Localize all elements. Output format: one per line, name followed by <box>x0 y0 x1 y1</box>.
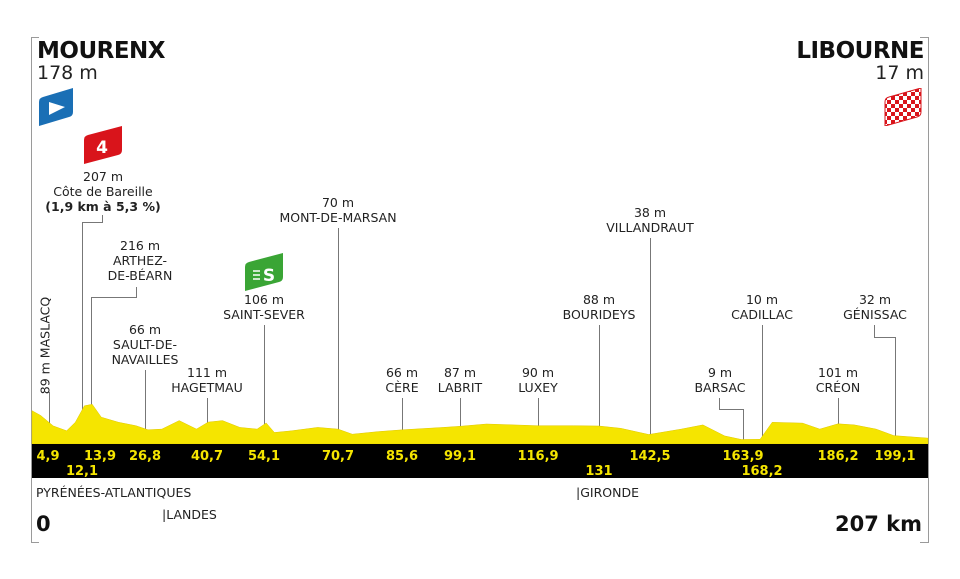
leader-line <box>762 325 763 444</box>
climb-detail: (1,9 km à 5,3 %) <box>45 199 161 214</box>
sprint-flag-icon: S <box>245 253 283 291</box>
km-band <box>32 444 928 478</box>
leader-line <box>838 398 839 444</box>
waypoint-altitude: 88 m <box>582 292 616 307</box>
km-marker: 85,6 <box>385 449 419 464</box>
km-marker: 116,9 <box>517 449 559 464</box>
waypoint-altitude: 111 m <box>186 365 228 380</box>
leader-line <box>650 238 651 444</box>
sprint-name: SAINT-SEVER <box>223 307 305 322</box>
leader-line <box>874 325 875 337</box>
leader-line <box>264 325 265 444</box>
finish-flag-icon <box>884 88 922 126</box>
km-marker: 99,1 <box>443 449 477 464</box>
leader-line <box>460 398 461 444</box>
climb-name: Côte de Bareille <box>53 184 153 199</box>
waypoint-name: NAVAILLES <box>111 352 179 367</box>
leader-line <box>719 409 743 410</box>
leader-line <box>102 215 103 222</box>
leader-line <box>599 325 600 444</box>
km-marker: 186,2 <box>817 449 859 464</box>
sprint-altitude: 106 m <box>243 292 285 307</box>
waypoint-altitude: 216 m <box>119 238 161 253</box>
region-label: |LANDES <box>162 507 217 522</box>
km-marker: 13,9 <box>83 449 117 464</box>
km-marker: 131 <box>585 464 613 479</box>
waypoint-name: VILLANDRAUT <box>606 220 694 235</box>
region-label: |GIRONDE <box>576 485 639 500</box>
waypoint-name: CADILLAC <box>731 307 793 322</box>
region-label: PYRÉNÉES-ATLANTIQUES <box>36 485 192 500</box>
distance-total: 207 km <box>835 512 922 536</box>
km-marker: 163,9 <box>722 449 764 464</box>
leader-line <box>402 398 403 444</box>
leader-line <box>49 392 50 444</box>
waypoint-name: BARSAC <box>694 380 746 395</box>
leader-line <box>136 287 137 297</box>
waypoint-altitude: 87 m <box>443 365 477 380</box>
waypoint-name: ARTHEZ- <box>112 253 168 268</box>
distance-start: 0 <box>36 512 51 536</box>
waypoint-name: DE-BÉARN <box>107 268 173 283</box>
leader-line <box>719 398 720 409</box>
waypoint-altitude: 101 m <box>817 365 859 380</box>
km-marker: 199,1 <box>874 449 916 464</box>
start-altitude: 178 m <box>37 62 98 84</box>
km-marker: 4,9 <box>36 449 60 464</box>
waypoint-altitude: 38 m <box>633 205 667 220</box>
waypoint-name: GÉNISSAC <box>843 307 907 322</box>
frame-tick <box>31 542 39 543</box>
climb-altitude: 207 m <box>82 169 124 184</box>
leader-line <box>538 398 539 444</box>
km-marker: 54,1 <box>247 449 281 464</box>
climb-flag-icon: 4 <box>84 126 122 164</box>
leader-line <box>145 370 146 444</box>
finish-altitude: 17 m <box>875 62 924 84</box>
leader-line <box>338 228 339 444</box>
waypoint-name: CRÉON <box>815 380 861 395</box>
waypoint-name: BOURIDEYS <box>562 307 636 322</box>
km-marker: 40,7 <box>190 449 224 464</box>
frame-tick <box>920 542 928 543</box>
frame-left <box>31 37 32 543</box>
km-marker: 70,7 <box>321 449 355 464</box>
waypoint-altitude: 32 m <box>858 292 892 307</box>
waypoint-altitude: 66 m <box>385 365 419 380</box>
leader-line <box>207 398 208 444</box>
waypoint-altitude: 66 m <box>128 322 162 337</box>
leader-line <box>82 222 83 444</box>
waypoint-name: LABRIT <box>437 380 483 395</box>
start-town: MOURENX <box>37 38 166 64</box>
waypoint-name: SAULT-DE- <box>112 337 178 352</box>
frame-tick <box>920 37 928 38</box>
elevation-profile <box>31 404 929 445</box>
km-marker: 168,2 <box>741 464 783 479</box>
leader-line <box>874 337 895 338</box>
leader-line <box>895 337 896 444</box>
km-marker: 142,5 <box>629 449 671 464</box>
waypoint-altitude: 90 m <box>521 365 555 380</box>
km-marker: 12,1 <box>65 464 99 479</box>
leader-line <box>743 409 744 444</box>
leader-line <box>91 297 92 444</box>
sprint-symbol: S <box>263 266 275 286</box>
leader-line <box>82 222 103 223</box>
waypoint-name: HAGETMAU <box>171 380 243 395</box>
start-flag-icon <box>39 88 73 126</box>
waypoint-name: CÈRE <box>385 380 419 395</box>
waypoint-altitude: 9 m <box>707 365 733 380</box>
frame-right <box>928 37 929 543</box>
waypoint-altitude: 10 m <box>745 292 779 307</box>
frame-tick <box>31 37 39 38</box>
waypoint-name: LUXEY <box>518 380 558 395</box>
finish-town: LIBOURNE <box>796 38 924 64</box>
km-marker: 26,8 <box>128 449 162 464</box>
waypoint-name: MONT-DE-MARSAN <box>279 210 397 225</box>
leader-line <box>91 297 137 298</box>
climb-category: 4 <box>96 138 108 158</box>
waypoint-altitude: 70 m <box>321 195 355 210</box>
